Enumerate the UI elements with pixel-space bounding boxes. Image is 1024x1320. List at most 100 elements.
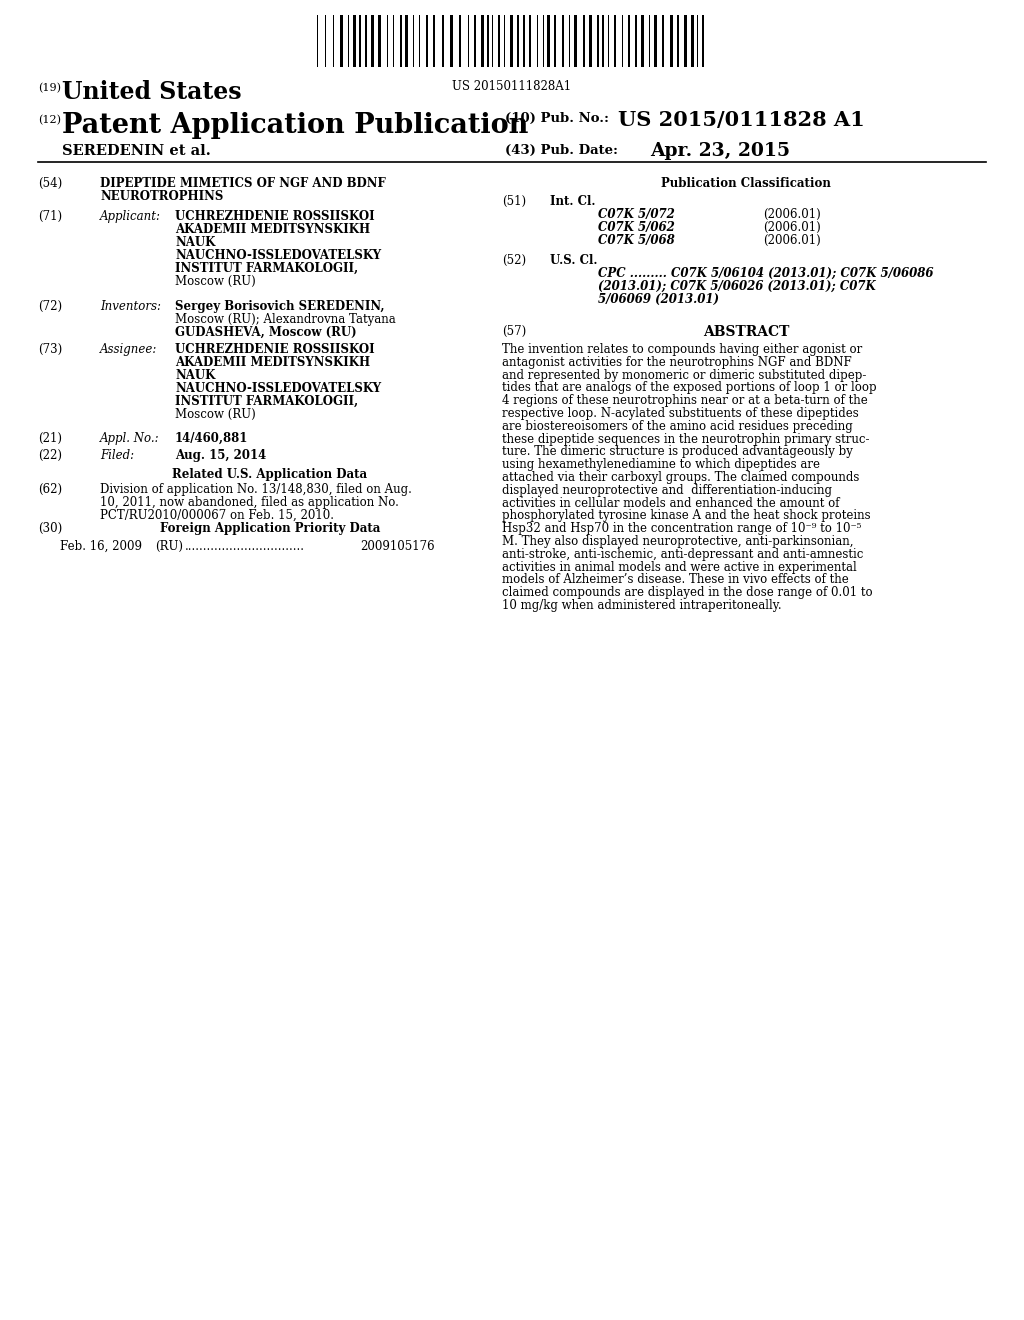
Text: 14/460,881: 14/460,881 <box>175 432 249 445</box>
Text: Foreign Application Priority Data: Foreign Application Priority Data <box>160 521 380 535</box>
Bar <box>340 15 343 67</box>
Bar <box>523 15 525 67</box>
Bar <box>574 15 577 67</box>
Bar <box>554 15 556 67</box>
Bar <box>670 15 673 67</box>
Text: (22): (22) <box>38 449 62 462</box>
Text: United States: United States <box>62 81 242 104</box>
Text: Moscow (RU): Moscow (RU) <box>175 408 256 421</box>
Text: Int. Cl.: Int. Cl. <box>550 195 596 209</box>
Bar <box>378 15 381 67</box>
Text: are biostereoisomers of the amino acid residues preceding: are biostereoisomers of the amino acid r… <box>502 420 853 433</box>
Text: (21): (21) <box>38 432 62 445</box>
Text: DIPEPTIDE MIMETICS OF NGF AND BDNF: DIPEPTIDE MIMETICS OF NGF AND BDNF <box>100 177 386 190</box>
Text: (2013.01); C07K 5/06026 (2013.01); C07K: (2013.01); C07K 5/06026 (2013.01); C07K <box>598 280 876 293</box>
Text: (2006.01): (2006.01) <box>763 220 821 234</box>
Bar <box>641 15 644 67</box>
Bar <box>529 15 531 67</box>
Text: Filed:: Filed: <box>100 449 134 462</box>
Text: (2006.01): (2006.01) <box>763 209 821 220</box>
Text: AKADEMII MEDITSYNSKIKH: AKADEMII MEDITSYNSKIKH <box>175 223 370 236</box>
Bar <box>459 15 461 67</box>
Bar <box>635 15 637 67</box>
Text: attached via their carboxyl groups. The claimed compounds: attached via their carboxyl groups. The … <box>502 471 859 484</box>
Bar <box>359 15 361 67</box>
Bar <box>583 15 585 67</box>
Bar <box>365 15 367 67</box>
Text: GUDASHEVA, Moscow (RU): GUDASHEVA, Moscow (RU) <box>175 326 356 339</box>
Text: NAUK: NAUK <box>175 370 215 381</box>
Text: NAUCHNO-ISSLEDOVATELSKY: NAUCHNO-ISSLEDOVATELSKY <box>175 381 381 395</box>
Text: US 20150111828A1: US 20150111828A1 <box>453 81 571 92</box>
Bar <box>691 15 694 67</box>
Text: C07K 5/072: C07K 5/072 <box>598 209 675 220</box>
Text: Related U.S. Application Data: Related U.S. Application Data <box>172 469 368 480</box>
Bar <box>597 15 599 67</box>
Text: 10 mg/kg when administered intraperitoneally.: 10 mg/kg when administered intraperitone… <box>502 599 781 612</box>
Text: The invention relates to compounds having either agonist or: The invention relates to compounds havin… <box>502 343 862 356</box>
Text: M. They also displayed neuroprotective, anti-parkinsonian,: M. They also displayed neuroprotective, … <box>502 535 853 548</box>
Bar <box>517 15 519 67</box>
Bar <box>426 15 428 67</box>
Bar <box>510 15 513 67</box>
Text: NEUROTROPHINS: NEUROTROPHINS <box>100 190 223 203</box>
Text: AKADEMII MEDITSYNSKIKH: AKADEMII MEDITSYNSKIKH <box>175 356 370 370</box>
Bar <box>547 15 550 67</box>
Text: (2006.01): (2006.01) <box>763 234 821 247</box>
Text: (73): (73) <box>38 343 62 356</box>
Text: (12): (12) <box>38 115 61 125</box>
Text: (43) Pub. Date:: (43) Pub. Date: <box>505 144 618 157</box>
Text: Feb. 16, 2009: Feb. 16, 2009 <box>60 540 142 553</box>
Text: 10, 2011, now abandoned, filed as application No.: 10, 2011, now abandoned, filed as applic… <box>100 496 399 510</box>
Bar <box>433 15 435 67</box>
Text: Assignee:: Assignee: <box>100 343 158 356</box>
Bar <box>371 15 374 67</box>
Text: Inventors:: Inventors: <box>100 300 161 313</box>
Text: these dipeptide sequences in the neurotrophin primary struc-: these dipeptide sequences in the neurotr… <box>502 433 869 446</box>
Text: (51): (51) <box>502 195 526 209</box>
Text: Division of application No. 13/148,830, filed on Aug.: Division of application No. 13/148,830, … <box>100 483 412 496</box>
Bar <box>677 15 679 67</box>
Bar <box>702 15 705 67</box>
Text: using hexamethylenediamine to which dipeptides are: using hexamethylenediamine to which dipe… <box>502 458 820 471</box>
Text: tides that are analogs of the exposed portions of loop 1 or loop: tides that are analogs of the exposed po… <box>502 381 877 395</box>
Bar <box>662 15 664 67</box>
Bar <box>684 15 687 67</box>
Text: Aug. 15, 2014: Aug. 15, 2014 <box>175 449 266 462</box>
Text: claimed compounds are displayed in the dose range of 0.01 to: claimed compounds are displayed in the d… <box>502 586 872 599</box>
Bar <box>481 15 484 67</box>
Bar <box>498 15 500 67</box>
Bar <box>654 15 657 67</box>
Text: 4 regions of these neurotrophins near or at a beta-turn of the: 4 regions of these neurotrophins near or… <box>502 395 867 407</box>
Bar <box>589 15 592 67</box>
Text: Publication Classification: Publication Classification <box>662 177 830 190</box>
Text: Sergey Borisovich SEREDENIN,: Sergey Borisovich SEREDENIN, <box>175 300 384 313</box>
Text: Hsp32 and Hsp70 in the concentration range of 10⁻⁹ to 10⁻⁵: Hsp32 and Hsp70 in the concentration ran… <box>502 523 861 535</box>
Text: ture. The dimeric structure is produced advantageously by: ture. The dimeric structure is produced … <box>502 445 853 458</box>
Text: (30): (30) <box>38 521 62 535</box>
Bar <box>353 15 356 67</box>
Text: Apr. 23, 2015: Apr. 23, 2015 <box>650 143 790 160</box>
Bar <box>442 15 444 67</box>
Text: displayed neuroprotective and  differentiation-inducing: displayed neuroprotective and differenti… <box>502 484 831 496</box>
Text: CPC ......... C07K 5/06104 (2013.01); C07K 5/06086: CPC ......... C07K 5/06104 (2013.01); C0… <box>598 267 934 280</box>
Text: models of Alzheimer’s disease. These in vivo effects of the: models of Alzheimer’s disease. These in … <box>502 573 849 586</box>
Bar <box>487 15 489 67</box>
Text: (72): (72) <box>38 300 62 313</box>
Bar <box>450 15 453 67</box>
Text: ................................: ................................ <box>185 540 305 553</box>
Text: NAUCHNO-ISSLEDOVATELSKY: NAUCHNO-ISSLEDOVATELSKY <box>175 249 381 261</box>
Text: and represented by monomeric or dimeric substituted dipep-: and represented by monomeric or dimeric … <box>502 368 866 381</box>
Text: US 2015/0111828 A1: US 2015/0111828 A1 <box>618 110 864 129</box>
Bar <box>628 15 630 67</box>
Text: (57): (57) <box>502 325 526 338</box>
Bar <box>406 15 408 67</box>
Text: C07K 5/062: C07K 5/062 <box>598 220 675 234</box>
Text: Moscow (RU); Alexandrovna Tatyana: Moscow (RU); Alexandrovna Tatyana <box>175 313 395 326</box>
Text: UCHREZHDENIE ROSSIISKOI: UCHREZHDENIE ROSSIISKOI <box>175 210 375 223</box>
Bar <box>614 15 616 67</box>
Text: (62): (62) <box>38 483 62 496</box>
Bar <box>602 15 604 67</box>
Text: NAUK: NAUK <box>175 236 215 249</box>
Text: (52): (52) <box>502 253 526 267</box>
